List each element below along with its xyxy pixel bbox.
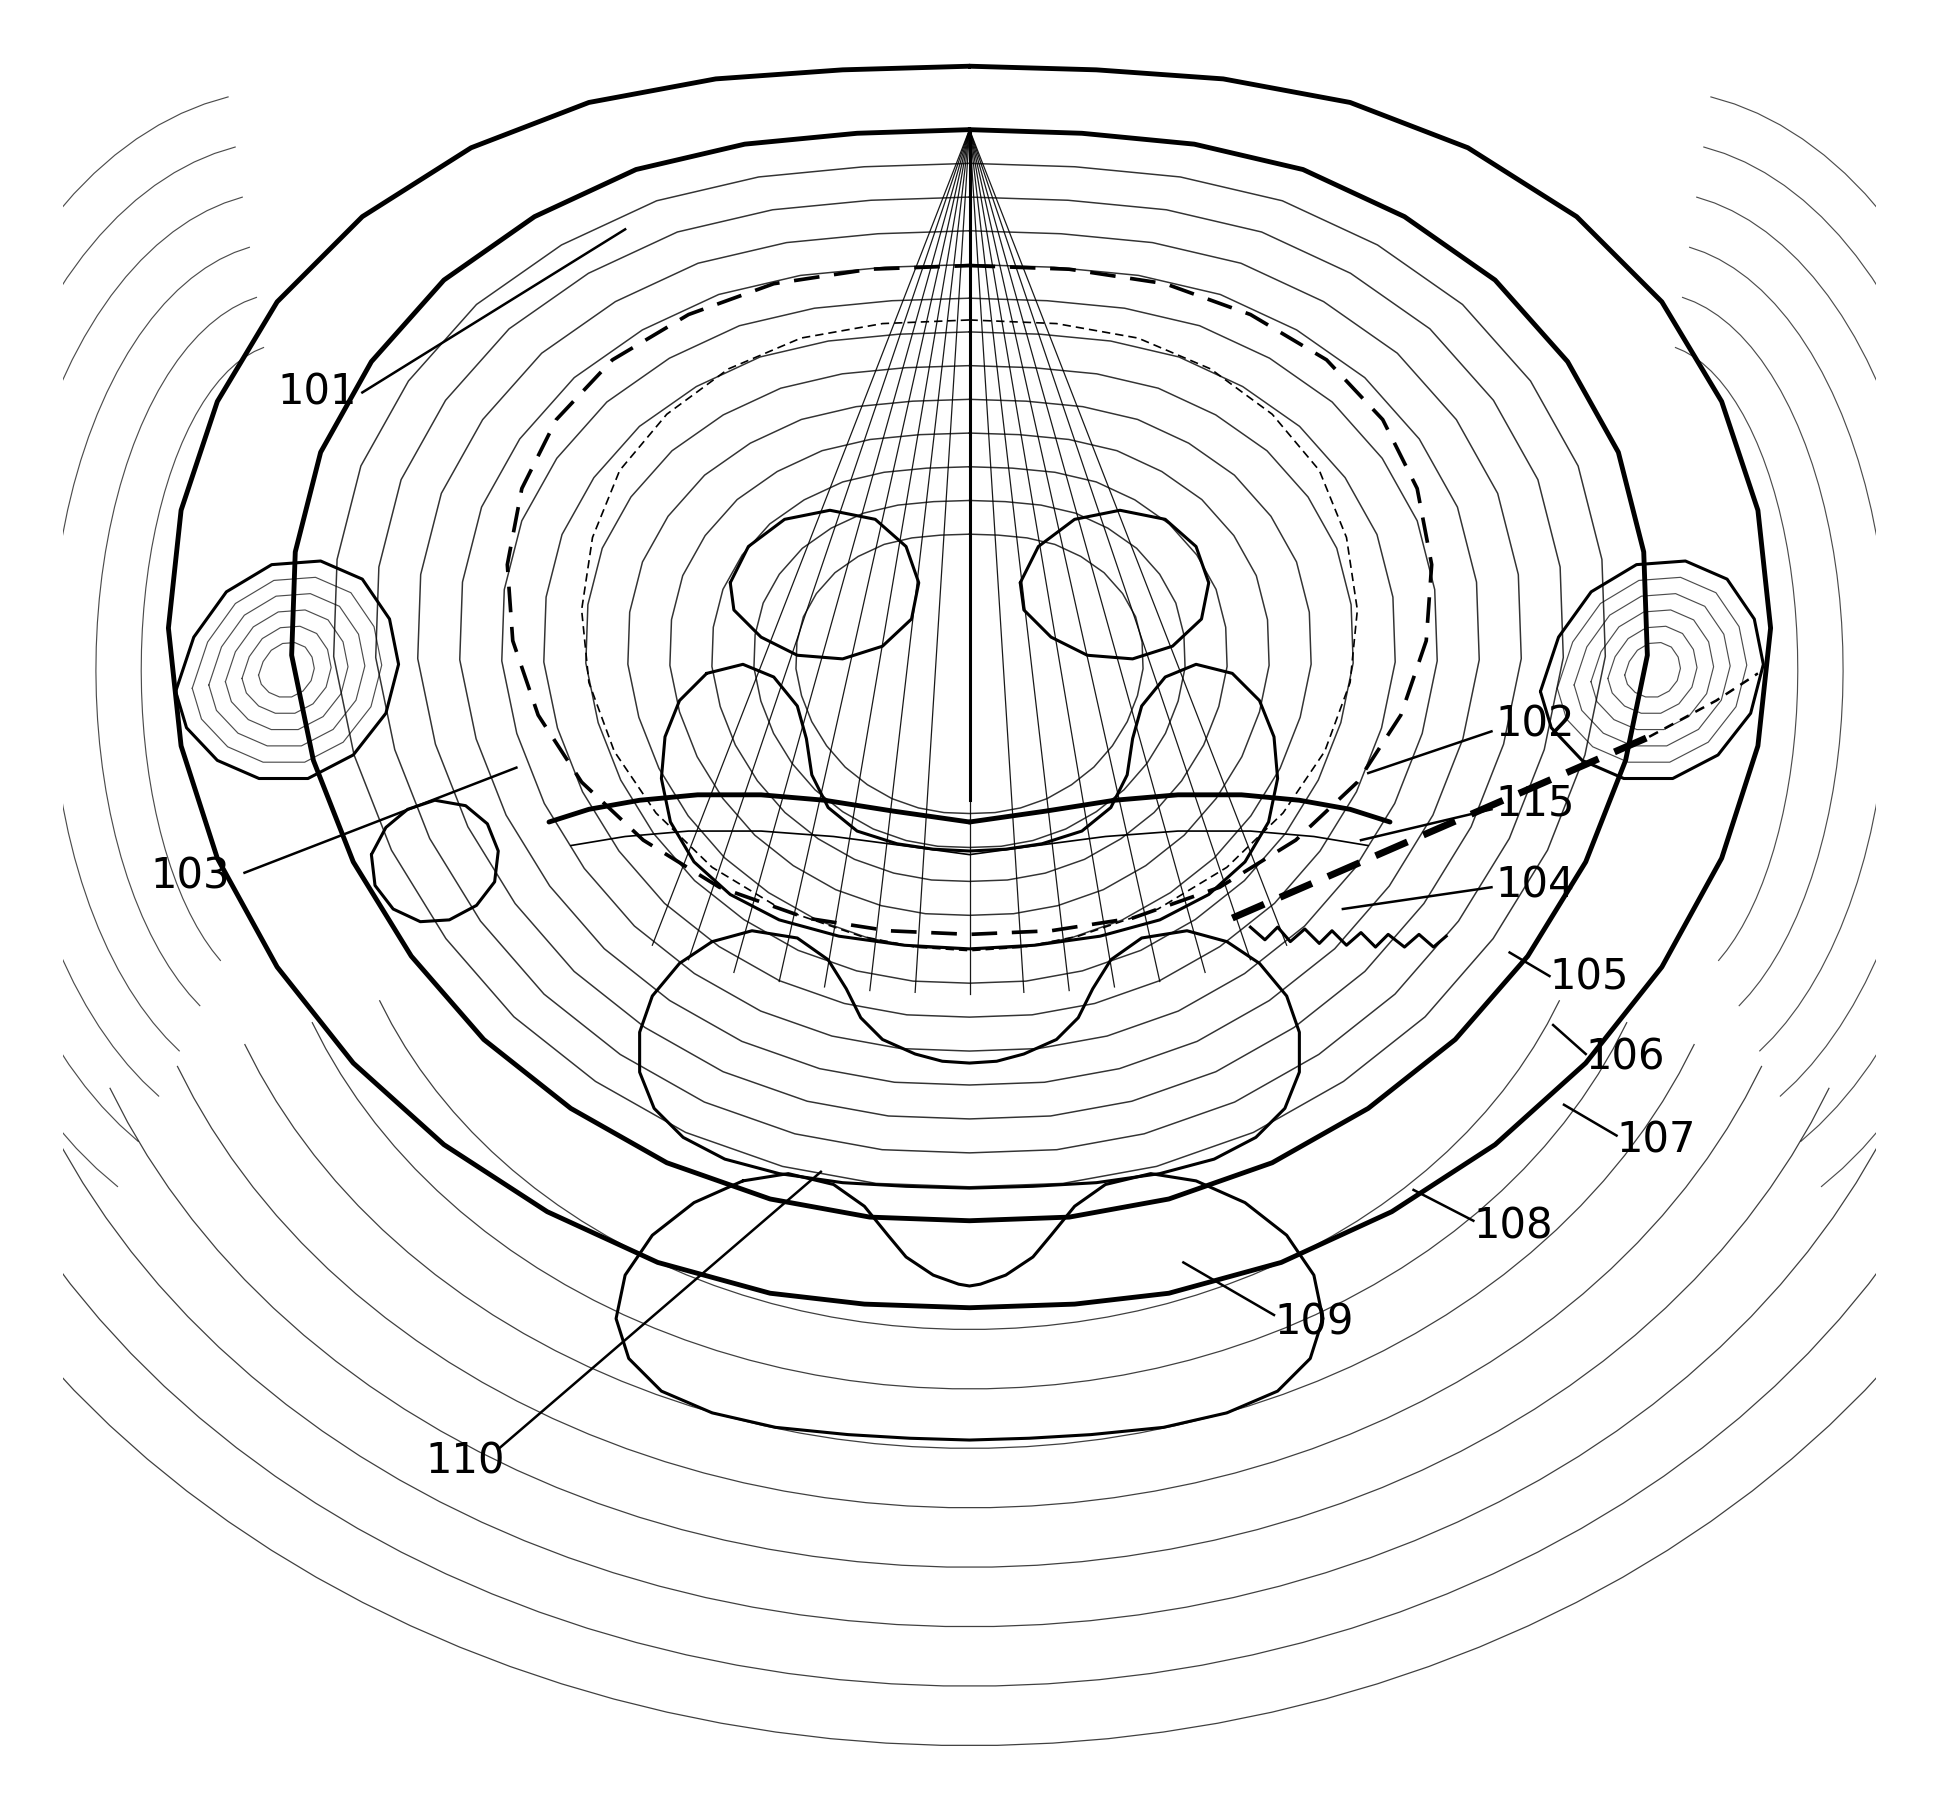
Text: 101: 101 [277,371,357,413]
Text: 109: 109 [1274,1302,1353,1344]
Text: 102: 102 [1495,704,1574,745]
Text: 108: 108 [1474,1205,1553,1247]
Text: 103: 103 [151,856,231,898]
Text: 105: 105 [1549,956,1629,998]
Text: 104: 104 [1495,864,1574,907]
Text: 107: 107 [1617,1120,1697,1162]
Text: 115: 115 [1495,784,1574,825]
Text: 110: 110 [427,1442,506,1483]
Text: 106: 106 [1586,1036,1666,1078]
